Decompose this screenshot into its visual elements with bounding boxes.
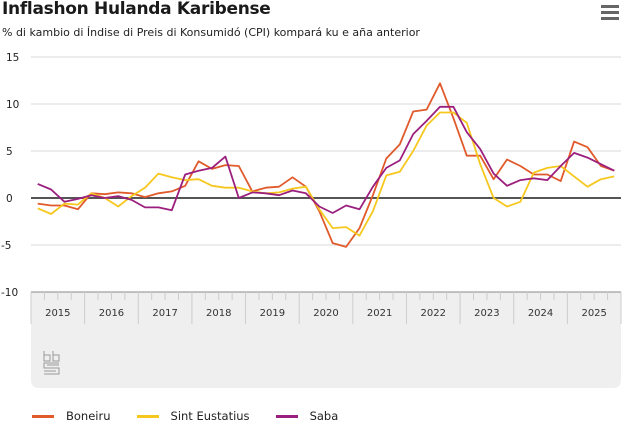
series-line-boneiru[interactable]: [37, 82, 615, 248]
x-tick-label: 2025: [581, 308, 606, 319]
legend-swatch: [136, 414, 159, 418]
chart-title: Inflashon Hulanda Karibense: [2, 0, 271, 19]
series-line-sint-eustatius[interactable]: [37, 111, 615, 237]
legend: Boneiru Sint Eustatius Saba: [32, 409, 338, 423]
x-tick-label: 2021: [367, 308, 392, 319]
x-tick-label: 2020: [313, 308, 338, 319]
y-tick-label: -10: [1, 287, 18, 299]
legend-label: Saba: [309, 409, 339, 423]
x-tick-label: 2024: [528, 308, 553, 319]
legend-item[interactable]: Boneiru: [32, 409, 111, 423]
x-tick-label: 2019: [260, 308, 285, 319]
x-tick-label: 2022: [421, 308, 446, 319]
y-tick-label: -5: [1, 240, 11, 252]
y-tick-label: 5: [6, 146, 13, 158]
x-axis-band: [31, 292, 621, 388]
legend-item[interactable]: Saba: [275, 409, 339, 423]
x-tick-label: 2015: [45, 308, 70, 319]
legend-label: Boneiru: [66, 409, 111, 423]
series-line-saba[interactable]: [37, 105, 615, 214]
y-tick-label: 0: [6, 193, 13, 205]
legend-label: Sint Eustatius: [170, 409, 250, 423]
y-tick-label: 15: [6, 52, 19, 64]
legend-item[interactable]: Sint Eustatius: [136, 409, 250, 423]
legend-swatch: [32, 414, 54, 418]
x-tick-label: 2016: [99, 308, 124, 319]
x-tick-label: 2017: [152, 308, 177, 319]
chart-subtitle: % di kambio di Índise di Preis di Konsum…: [2, 26, 420, 39]
hamburger-icon[interactable]: [601, 5, 619, 21]
y-tick-label: 10: [6, 99, 19, 111]
x-tick-label: 2023: [474, 308, 499, 319]
cbs-logo: [43, 351, 60, 375]
x-tick-label: 2018: [206, 308, 231, 319]
legend-swatch: [275, 414, 298, 418]
